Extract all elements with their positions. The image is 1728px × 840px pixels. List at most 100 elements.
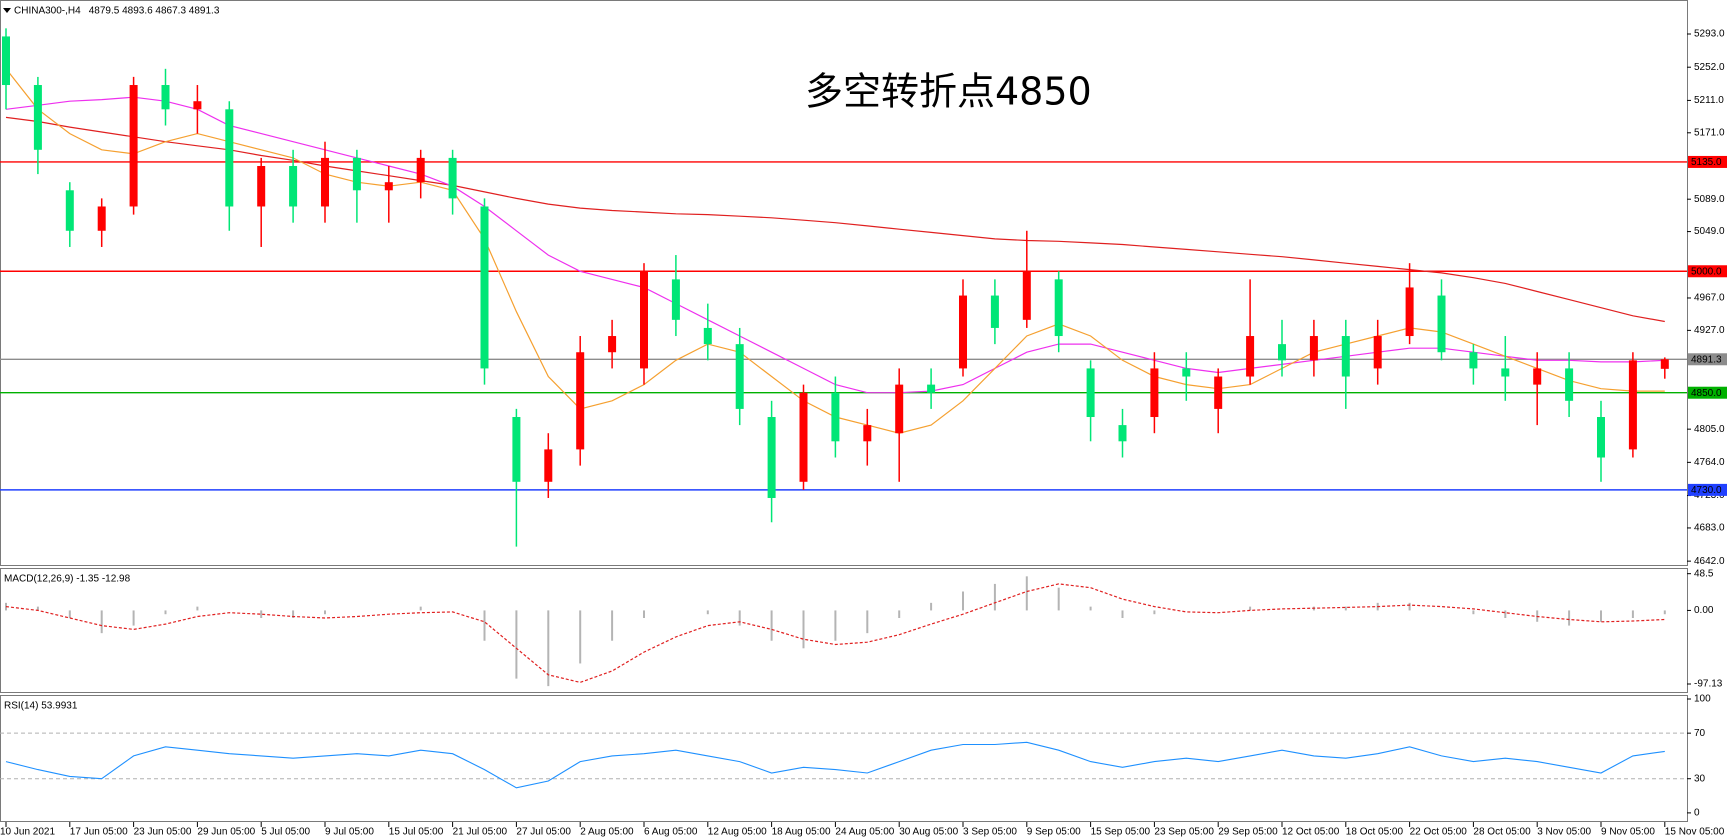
y-tick-label: 0.00 [1694,605,1714,616]
candle-body [257,165,266,207]
y-tick-label: 5252.0 [1694,62,1725,73]
level-tag [1688,353,1727,366]
level-label: 4730.0 [1691,485,1722,496]
macd-signal [5,583,1665,684]
candle-body [767,417,776,498]
candle-body [1150,368,1159,418]
panel-title: CHINA300-,H4 [14,6,81,17]
candle-body [990,295,999,328]
y-tick-label: 4764.0 [1694,457,1725,468]
candle-body [512,417,521,482]
y-tick-label: 5049.0 [1694,226,1725,237]
y-tick-label: 5293.0 [1694,29,1725,40]
candle-body [225,109,234,207]
candle-body [1469,352,1478,369]
y-tick-label: 100 [1694,694,1711,705]
candle-body [895,384,904,434]
candle-body [1341,336,1350,377]
candle-body [959,295,967,369]
level-tag [1688,386,1727,399]
y-tick-label: 5089.0 [1694,194,1725,205]
y-tick-label: 4642.0 [1694,556,1725,567]
x-tick-label: 21 Jul 05:00 [453,827,508,838]
candle-body [1437,295,1446,353]
candle-body [1373,336,1382,369]
level-label: 5000.0 [1691,266,1722,277]
y-tick-label: 4927.0 [1694,325,1725,336]
candle-body [33,85,42,150]
x-tick-label: 23 Sep 05:00 [1154,827,1214,838]
candle-body [1309,336,1318,361]
candle-body [2,36,10,86]
candle-body [352,157,361,191]
panel-title: RSI(14) 53.9931 [4,701,78,712]
y-tick-label: 4805.0 [1694,424,1725,435]
x-tick-label: 3 Sep 05:00 [963,827,1017,838]
x-tick-label: 22 Oct 05:00 [1410,827,1468,838]
candle-body [1182,368,1191,377]
x-tick-label: 10 Jun 2021 [0,827,55,838]
annotation: 多空转折点4850 [805,70,1092,114]
candle-body [1278,344,1286,361]
level-tag [1688,483,1727,496]
x-tick-label: 3 Nov 05:00 [1537,827,1591,838]
candle-body [1214,376,1223,409]
y-tick-label: 0 [1694,808,1700,819]
y-tick-label: 48.5 [1694,568,1714,579]
x-tick-label: 23 Jun 05:00 [134,827,192,838]
candle-body [703,327,712,345]
level-label: 4850.0 [1691,388,1722,399]
candle-body [321,157,329,207]
x-tick-label: 2 Aug 05:00 [580,827,634,838]
panel-frame [0,0,1688,566]
y-tick-label: 30 [1694,773,1706,784]
menu-arrow[interactable] [3,8,11,13]
candle-body [1246,336,1255,377]
candle-body [1054,279,1063,337]
candle-body [480,206,489,369]
candle-body [1628,360,1637,450]
level-tag [1688,155,1727,168]
candle-body [448,157,457,199]
candle-body [863,425,872,442]
x-tick-label: 12 Aug 05:00 [708,827,767,838]
x-tick-label: 18 Oct 05:00 [1346,827,1404,838]
x-tick-label: 24 Aug 05:00 [835,827,894,838]
candle-body [1533,368,1542,385]
candle-body [97,206,106,231]
candle-body [384,182,393,191]
x-tick-label: 15 Nov 05:00 [1665,827,1725,838]
x-tick-label: 15 Jul 05:00 [389,827,444,838]
candle-body [1565,368,1574,401]
x-tick-label: 27 Jul 05:00 [516,827,571,838]
candle-body [65,190,74,231]
candle-body [289,165,298,207]
y-tick-label: 4967.0 [1694,293,1725,304]
candle-body [1501,368,1510,377]
candle-body [193,101,202,110]
x-tick-label: 6 Aug 05:00 [644,827,698,838]
candle-body [1022,271,1031,320]
panel-values: 4879.5 4893.6 4867.3 4891.3 [89,6,220,17]
candle-body [640,271,648,369]
candle-body [799,392,808,482]
level-label: 4891.3 [1691,354,1722,365]
candle-body [1660,359,1669,369]
candle-body [1118,425,1127,442]
candle-body [161,85,170,110]
candle-body [544,449,553,482]
candle-body [416,157,425,183]
x-tick-label: 30 Aug 05:00 [899,827,958,838]
x-tick-label: 15 Sep 05:00 [1091,827,1151,838]
candle-body [735,344,744,409]
moving-average [5,116,1665,323]
y-tick-label: -97.13 [1694,679,1723,690]
y-tick-label: 5211.0 [1694,95,1724,106]
candle-body [831,392,840,442]
x-tick-label: 9 Jul 05:00 [325,827,374,838]
y-tick-label: 4683.0 [1694,523,1725,534]
x-tick-label: 28 Oct 05:00 [1473,827,1531,838]
candle-body [608,336,617,353]
